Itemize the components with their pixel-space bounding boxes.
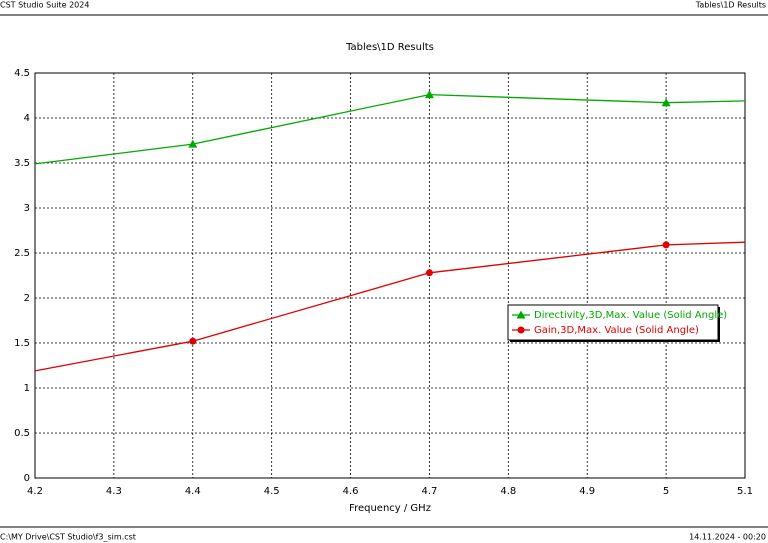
x-tick-label: 4.8 (500, 486, 516, 497)
marker (188, 139, 198, 148)
plot-frame (34, 72, 746, 479)
y-tick-label: 4 (24, 113, 30, 124)
footer-right: 14.11.2024 - 00:20 (689, 533, 766, 542)
x-tick-label: 5 (663, 486, 669, 497)
legend-box (507, 304, 719, 341)
x-tick-label: 5.1 (737, 486, 753, 497)
marker (424, 90, 434, 99)
x-tick-label: 4.4 (185, 486, 201, 497)
legend-label: Gain,3D,Max. Value (Solid Angle) (534, 325, 699, 336)
legend-marker (517, 326, 525, 334)
chart-title: Tables\1D Results (345, 42, 434, 53)
marker (189, 337, 197, 345)
x-tick-label: 4.5 (264, 486, 280, 497)
x-tick-label: 4.7 (421, 486, 437, 497)
y-tick-label: 4.5 (14, 68, 30, 79)
legend-label: Directivity,3D,Max. Value (Solid Angle) (534, 310, 727, 321)
header-left: CST Studio Suite 2024 (0, 1, 89, 10)
x-tick-label: 4.2 (27, 486, 43, 497)
y-tick-label: 3 (24, 203, 30, 214)
x-tick-label: 4.9 (579, 486, 595, 497)
marker (425, 269, 433, 277)
marker (662, 241, 670, 249)
y-tick-label: 0 (24, 473, 30, 484)
y-tick-label: 0.5 (14, 428, 30, 439)
footer-left: C:\MY Drive\CST Studio\f3_sim.cst (0, 533, 136, 542)
marker (661, 98, 671, 107)
header-right: Tables\1D Results (695, 1, 766, 10)
series-line (34, 93, 746, 165)
y-tick-label: 2.5 (14, 248, 30, 259)
legend-marker (516, 310, 526, 319)
x-tick-label: 4.3 (106, 486, 122, 497)
x-tick-label: 4.6 (343, 486, 359, 497)
y-tick-label: 2 (24, 293, 30, 304)
y-tick-label: 3.5 (14, 158, 30, 169)
x-axis-label: Frequency / GHz (349, 503, 431, 514)
y-tick-label: 1.5 (14, 338, 30, 349)
y-tick-label: 1 (24, 383, 30, 394)
